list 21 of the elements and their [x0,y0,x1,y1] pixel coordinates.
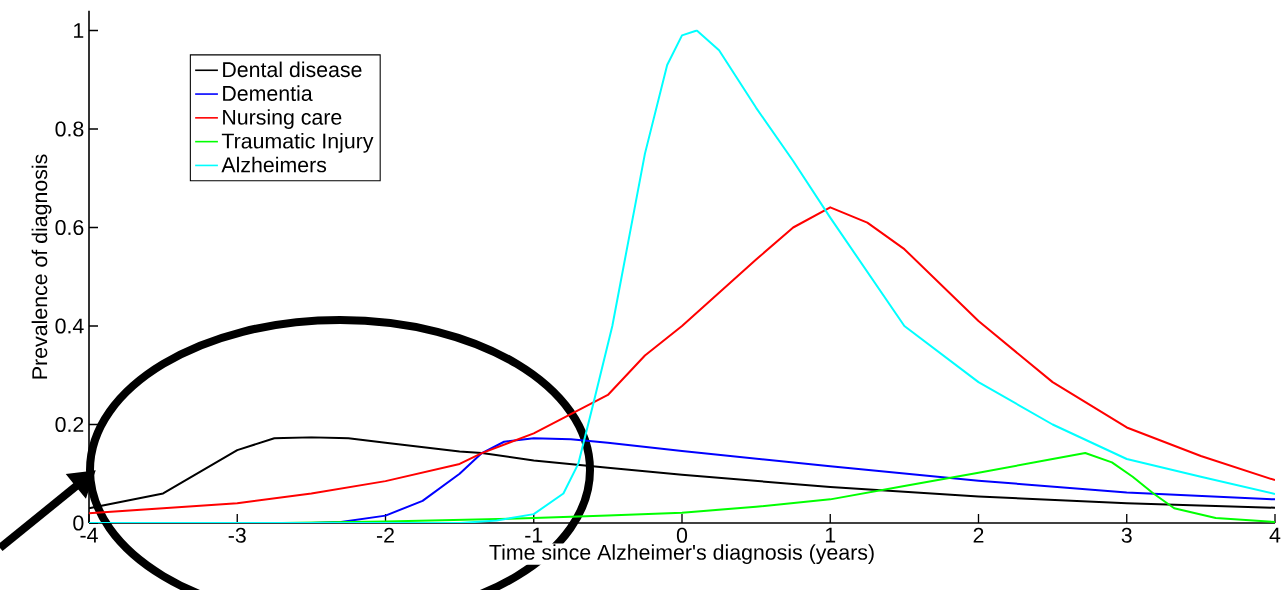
legend-label: Dental disease [223,61,362,78]
x-tick-label: 2 [973,527,984,543]
y-axis-title: Prevalence of diagnosis [31,154,52,379]
legend-label: Alzheimers [221,156,327,173]
y-tick-label: 0.4 [55,318,84,334]
x-axis-title: Time since Alzheimer's diagnosis (years) [489,544,874,565]
legend-label: Nursing care [223,109,342,130]
y-tick-label: 1 [74,23,84,38]
x-tick-label: 4 [1269,527,1281,543]
x-tick-label: 1 [825,527,836,543]
legend-label: Dementia [223,85,313,101]
y-tick-label: 0.2 [55,416,84,433]
y-tick-label: 0.8 [55,121,84,137]
legend-label: Traumatic Injury [221,132,374,153]
line-series [89,206,1275,515]
x-tick-label: 0 [676,527,688,543]
x-tick-label: -3 [228,527,246,543]
x-tick-label: -2 [376,527,394,543]
y-tick-label: 0.6 [55,219,84,236]
x-tick-label: 3 [1121,527,1132,543]
x-tick-label: -1 [525,527,543,543]
